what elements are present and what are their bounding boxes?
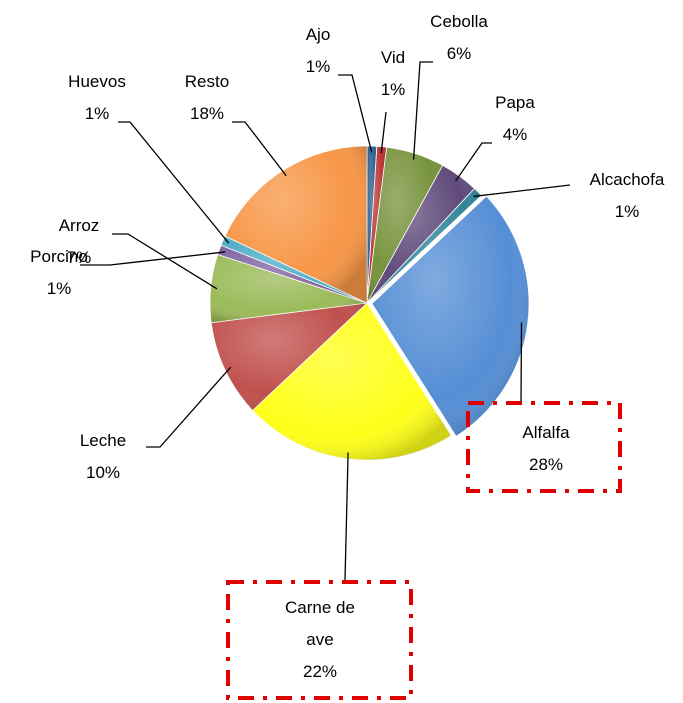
slice-percent: 1% <box>305 57 331 76</box>
slice-shine <box>367 165 475 303</box>
data-label: Huevos 1% <box>57 66 137 130</box>
leader-line <box>232 121 287 177</box>
slice-name: Carne de ave <box>285 598 355 649</box>
leader-line <box>112 233 218 290</box>
slice-shine <box>211 303 367 411</box>
slice-shine <box>210 254 367 323</box>
slice-shine <box>224 146 367 303</box>
slice-name: Resto <box>184 72 230 91</box>
slice-name: Leche <box>79 431 127 450</box>
data-label: Arroz 7% <box>49 210 109 274</box>
slice-name: Huevos <box>68 72 126 91</box>
data-label: Alfalfa 28% <box>506 417 586 481</box>
slice-percent: 7% <box>66 248 92 267</box>
slice-name: Porcino <box>30 247 88 266</box>
slice-shine <box>371 196 529 437</box>
slice-name: Alcachofa <box>589 170 665 189</box>
leader-line <box>455 142 492 182</box>
slice-name: Ajo <box>305 25 331 44</box>
slice-name: Vid <box>380 48 406 67</box>
slice-percent: 1% <box>46 279 72 298</box>
slice-shine <box>367 147 443 303</box>
leader-line <box>146 366 232 448</box>
slice-percent: 1% <box>84 104 110 123</box>
slice-percent: 1% <box>380 80 406 99</box>
data-label: Ajo 1% <box>288 19 348 83</box>
data-label: Papa 4% <box>485 87 545 151</box>
leader-line <box>118 121 230 244</box>
slice-percent: 28% <box>528 455 564 474</box>
slice-name: Alfalfa <box>522 423 570 442</box>
data-label: Carne de ave 22% <box>276 592 364 688</box>
slice-shine <box>252 303 452 461</box>
leader-line <box>380 111 387 154</box>
leader-line <box>338 74 373 153</box>
leader-line <box>80 251 226 266</box>
slice-percent: 10% <box>85 463 121 482</box>
leader-line <box>344 452 349 581</box>
leader-line <box>473 184 571 198</box>
leader-lines <box>80 61 571 581</box>
data-label: Leche 10% <box>68 425 138 489</box>
slice-shine <box>367 188 482 303</box>
slice-name: Cebolla <box>430 12 488 31</box>
data-label: Vid 1% <box>368 42 418 106</box>
slice-percent: 4% <box>502 125 528 144</box>
slice-percent: 22% <box>302 662 338 681</box>
data-label: Cebolla 6% <box>414 6 504 70</box>
data-label: Alcachofa 1% <box>572 164 682 228</box>
slice-percent: 18% <box>189 104 225 123</box>
highlight-box <box>466 401 622 493</box>
highlight-box <box>226 580 413 700</box>
slice-percent: 6% <box>446 44 472 63</box>
slice-percent: 1% <box>614 202 640 221</box>
slices <box>209 145 530 461</box>
leader-line <box>412 61 433 160</box>
slice-name: Papa <box>495 93 535 112</box>
slice-name: Arroz <box>58 216 100 235</box>
data-label: Porcino 1% <box>14 241 104 305</box>
data-label: Resto 18% <box>177 66 237 130</box>
slice-shine <box>221 236 367 303</box>
